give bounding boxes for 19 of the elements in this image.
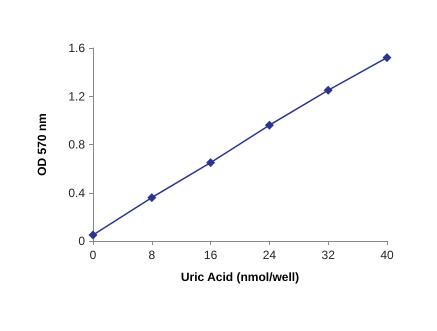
point [324,86,333,95]
point [88,230,98,240]
x-tick-label: 24 [262,248,276,262]
point [264,120,274,130]
y-axis-title: OD 570 nm [35,113,49,176]
y-tick-label: 0 [78,234,86,248]
point [206,158,216,168]
point [382,53,392,62]
x-axis-title: Uric Acid (nmol/well) [180,270,300,284]
x-tick-label: 40 [380,248,394,262]
x-tick-label: 0 [90,248,97,262]
x-tick-label: 8 [148,248,156,262]
x-tick-label: 16 [204,248,218,262]
y-tick-label: 1.6 [68,41,86,55]
x-tick-label: 32 [322,248,336,262]
y-tick-label: 0.8 [68,138,86,152]
y-tick-label: 1.2 [68,89,86,104]
y-tick-label: 0.4 [68,186,86,200]
point [147,193,156,202]
